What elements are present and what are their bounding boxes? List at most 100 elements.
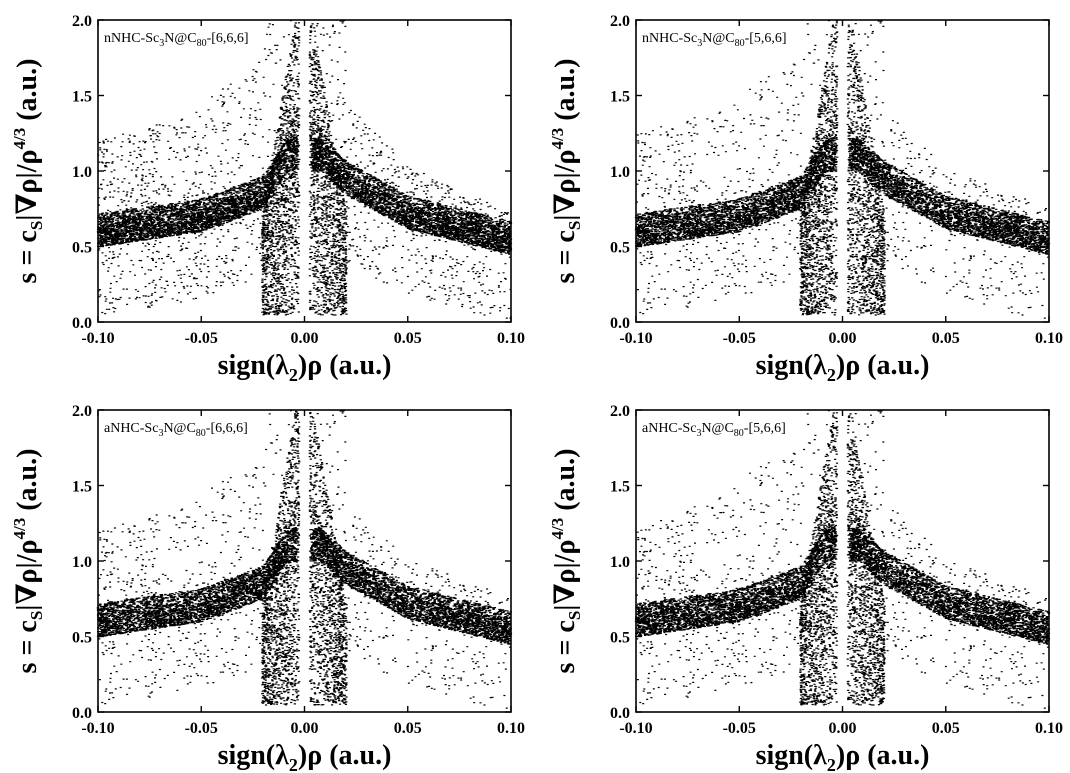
scatter-points-panel-3 <box>96 410 513 709</box>
x-axis-label-2: sign(λ2)ρ (a.u.) <box>756 350 930 385</box>
scatter-path-panel-2 <box>634 20 1051 319</box>
y-tick-label-panel-4-2: 1.0 <box>610 554 630 571</box>
panel-label-suffix: -[5,6,6] <box>744 421 786 436</box>
panel-label-sub1: 3 <box>697 38 702 49</box>
panel-label-mid: N@C <box>164 31 196 46</box>
y-tick-label-panel-3-1: 0.5 <box>72 630 92 647</box>
x-label-pre: sign(λ <box>756 350 828 381</box>
panel-label-suffix: -[6,6,6] <box>207 31 249 46</box>
x-tick-label-panel-3-4: 0.10 <box>497 720 525 737</box>
y-label-s: s = c <box>550 230 581 283</box>
panel-label-mid: N@C <box>702 31 734 46</box>
x-tick-label-panel-1-4: 0.10 <box>497 330 525 347</box>
x-tick-label-panel-3-3: 0.05 <box>394 720 422 737</box>
x-tick-label-panel-1-0: -0.10 <box>81 330 114 347</box>
x-axis-label-3: sign(λ2)ρ (a.u.) <box>218 740 392 773</box>
x-label-sub: 2 <box>827 755 836 773</box>
y-tick-label-panel-2-3: 1.5 <box>610 89 630 106</box>
y-tick-label-panel-2-4: 2.0 <box>610 13 630 30</box>
y-tick-label-panel-4-4: 2.0 <box>610 403 630 420</box>
scatter-points-panel-4 <box>634 410 1051 709</box>
y-tick-label-panel-3-2: 1.0 <box>72 554 92 571</box>
chart-panel-3: -0.10 -0.05 0.00 0.05 0.10 0.0 0.5 1.0 1.5 2.0 aNH… <box>10 403 525 773</box>
y-label-mid: |∇ρ|/ρ <box>550 540 581 611</box>
x-label-post: )ρ (a.u.) <box>298 350 392 381</box>
panel-label-suffix: -[6,6,6] <box>206 421 248 436</box>
panel-label-sub1: 3 <box>696 428 701 439</box>
x-label-sub: 2 <box>289 755 298 773</box>
x-axis-label-1: sign(λ2)ρ (a.u.) <box>218 350 392 385</box>
y-label-s: s = c <box>12 620 43 673</box>
panel-label-3: aNHC-Sc3N@C80-[6,6,6] <box>104 421 248 439</box>
x-tick-label-panel-2-3: 0.05 <box>932 330 960 347</box>
scatter-points-panel-2 <box>634 20 1051 319</box>
zero-gap-panel-1 <box>301 20 308 322</box>
chart-panel-1: -0.10 -0.05 0.00 0.05 0.10 0.0 0.5 1.0 1.5 2.0 nNH… <box>10 13 525 385</box>
panel-label-sub1: 3 <box>159 38 164 49</box>
x-tick-label-panel-1-3: 0.05 <box>394 330 422 347</box>
y-label-sub: S <box>565 611 584 620</box>
scatter-path-panel-4 <box>634 410 1051 709</box>
scatter-path-panel-3 <box>96 410 513 709</box>
zero-gap-panel-4 <box>839 410 846 712</box>
x-tick-label-panel-1-1: -0.05 <box>185 330 218 347</box>
scatter-points-panel-1 <box>96 20 513 319</box>
y-label-sup: 4/3 <box>10 518 29 540</box>
panel-label-prefix: aNHC-Sc <box>104 421 158 436</box>
x-label-post: )ρ (a.u.) <box>836 740 930 771</box>
chart-panel-2: -0.10 -0.05 0.00 0.05 0.10 0.0 0.5 1.0 1.5 2.0 nNH… <box>548 13 1063 385</box>
y-tick-label-panel-1-2: 1.0 <box>72 164 92 181</box>
x-label-pre: sign(λ <box>218 350 290 381</box>
y-label-post: (a.u.) <box>550 449 581 518</box>
y-label-sup: 4/3 <box>548 518 567 540</box>
x-label-post: )ρ (a.u.) <box>836 350 930 381</box>
panel-label-sub2: 80 <box>196 428 206 439</box>
y-tick-label-panel-2-2: 1.0 <box>610 164 630 181</box>
panel-label-prefix: nNHC-Sc <box>642 31 697 46</box>
zero-gap-panel-3 <box>301 410 308 712</box>
panel-label-sub2: 80 <box>734 428 744 439</box>
y-label-mid: |∇ρ|/ρ <box>550 150 581 221</box>
y-tick-label-panel-2-0: 0.0 <box>610 315 630 332</box>
y-label-sub: S <box>27 221 46 230</box>
panel-label-mid: N@C <box>163 421 195 436</box>
y-label-sub: S <box>565 221 584 230</box>
x-label-pre: sign(λ <box>218 740 290 771</box>
scatter-path-panel-1 <box>96 20 513 319</box>
panel-label-sub2: 80 <box>735 38 745 49</box>
chart-panel-4: -0.10 -0.05 0.00 0.05 0.10 0.0 0.5 1.0 1.5 2.0 aNH… <box>548 403 1063 773</box>
y-axis-label-3: s = cS|∇ρ|/ρ4/3 (a.u.) <box>10 449 46 674</box>
y-label-post: (a.u.) <box>12 59 43 128</box>
x-tick-label-panel-2-0: -0.10 <box>619 330 652 347</box>
y-tick-label-panel-4-0: 0.0 <box>610 705 630 722</box>
zero-gap-panel-2 <box>839 20 846 322</box>
y-label-sup: 4/3 <box>10 128 29 150</box>
panel-label-mid: N@C <box>701 421 733 436</box>
panel-label-2: nNHC-Sc3N@C80-[5,6,6] <box>642 31 787 49</box>
y-label-mid: |∇ρ|/ρ <box>12 540 43 611</box>
y-axis-label-2: s = cS|∇ρ|/ρ4/3 (a.u.) <box>548 59 584 284</box>
y-tick-label-panel-3-0: 0.0 <box>72 705 92 722</box>
y-tick-label-panel-1-0: 0.0 <box>72 315 92 332</box>
y-tick-label-panel-3-4: 2.0 <box>72 403 92 420</box>
x-label-post: )ρ (a.u.) <box>298 740 392 771</box>
y-label-s: s = c <box>550 620 581 673</box>
x-tick-label-panel-2-1: -0.05 <box>723 330 756 347</box>
y-tick-label-panel-2-1: 0.5 <box>610 240 630 257</box>
y-label-sub: S <box>27 611 46 620</box>
y-tick-label-panel-4-3: 1.5 <box>610 479 630 496</box>
y-label-s: s = c <box>12 230 43 283</box>
x-tick-label-panel-2-2: 0.00 <box>829 330 857 347</box>
x-label-sub: 2 <box>289 365 298 385</box>
x-label-pre: sign(λ <box>756 740 828 771</box>
panel-label-prefix: aNHC-Sc <box>642 421 696 436</box>
panel-label-sub2: 80 <box>197 38 207 49</box>
y-axis-label-1: s = cS|∇ρ|/ρ4/3 (a.u.) <box>10 59 46 284</box>
y-label-post: (a.u.) <box>550 59 581 128</box>
panel-label-suffix: -[5,6,6] <box>745 31 787 46</box>
y-label-sup: 4/3 <box>548 128 567 150</box>
panel-label-4: aNHC-Sc3N@C80-[5,6,6] <box>642 421 786 439</box>
y-tick-label-panel-1-4: 2.0 <box>72 13 92 30</box>
y-label-mid: |∇ρ|/ρ <box>12 150 43 221</box>
